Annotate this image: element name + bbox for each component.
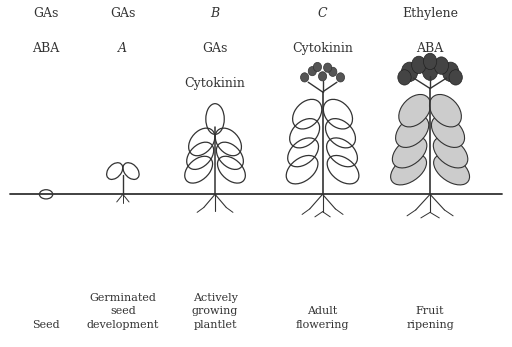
Ellipse shape <box>433 137 468 168</box>
Ellipse shape <box>336 73 345 82</box>
Ellipse shape <box>329 67 337 76</box>
Ellipse shape <box>399 94 431 127</box>
Text: Actively
growing
plantlet: Actively growing plantlet <box>192 293 238 330</box>
Ellipse shape <box>301 73 309 82</box>
Text: Adult
flowering: Adult flowering <box>296 306 349 330</box>
Text: GAs: GAs <box>110 7 136 20</box>
Text: Fruit
ripening: Fruit ripening <box>406 306 454 330</box>
Ellipse shape <box>422 62 438 81</box>
Ellipse shape <box>398 70 411 85</box>
Ellipse shape <box>324 63 332 72</box>
Text: Cytokinin: Cytokinin <box>292 42 353 55</box>
Text: Ethylene: Ethylene <box>402 7 458 20</box>
Text: B: B <box>210 7 220 20</box>
Text: ABA: ABA <box>416 42 444 55</box>
Text: A: A <box>118 42 127 55</box>
Text: ABA: ABA <box>32 42 60 55</box>
Ellipse shape <box>442 62 459 82</box>
Ellipse shape <box>396 116 429 147</box>
Ellipse shape <box>313 62 322 71</box>
Text: Seed: Seed <box>32 320 60 330</box>
Ellipse shape <box>434 154 470 185</box>
Ellipse shape <box>401 62 418 82</box>
Text: Cytokinin: Cytokinin <box>185 77 245 90</box>
Ellipse shape <box>430 94 461 127</box>
Text: GAs: GAs <box>33 7 59 20</box>
Ellipse shape <box>391 154 426 185</box>
Text: Germinated
seed
development: Germinated seed development <box>87 293 159 330</box>
Ellipse shape <box>434 57 449 74</box>
Text: C: C <box>318 7 327 20</box>
Text: GAs: GAs <box>202 42 228 55</box>
Ellipse shape <box>423 53 437 70</box>
Ellipse shape <box>318 72 327 81</box>
Ellipse shape <box>412 56 426 74</box>
Ellipse shape <box>449 70 462 85</box>
Ellipse shape <box>432 116 464 147</box>
Ellipse shape <box>392 137 427 168</box>
Ellipse shape <box>308 67 316 76</box>
